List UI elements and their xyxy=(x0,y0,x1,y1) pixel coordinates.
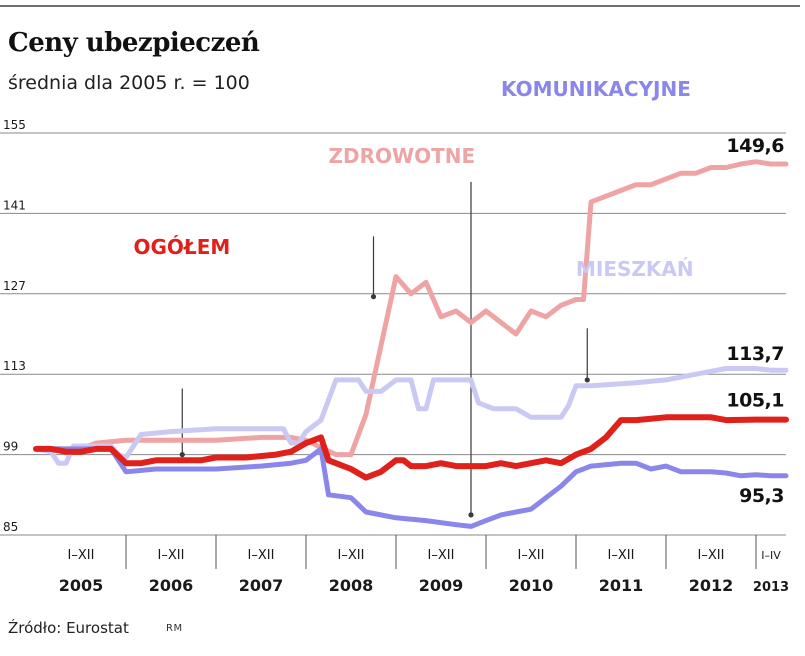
end-label-komunikacyjne: 95,3 xyxy=(739,485,784,507)
pointer-dot-ogolem xyxy=(179,452,185,458)
series-line-ogolem xyxy=(33,414,789,481)
period-range-2008: I–XII xyxy=(338,548,365,563)
series-line-mieszkan xyxy=(33,366,789,466)
x-axis: I–XII 2005 I–XII 2006 I–XII 2007 I–XII 2008 I–XI… xyxy=(59,535,789,595)
source-note: Źródło: Eurostat xyxy=(8,619,129,637)
period-year-2009: 2009 xyxy=(419,576,464,595)
y-tick-label-141: 141 xyxy=(3,198,26,212)
series-line-komunikacyjne xyxy=(33,446,789,529)
period-range-2005: I–XII xyxy=(68,548,95,563)
y-tick-label-155: 155 xyxy=(3,118,26,132)
period-year-2011: 2011 xyxy=(599,576,644,595)
y-tick-label-85: 85 xyxy=(3,520,18,534)
period-year-2013: 2013 xyxy=(753,580,789,595)
period-year-2005: 2005 xyxy=(59,576,104,595)
period-range-2011: I–XII xyxy=(608,548,635,563)
end-value-labels: 149,6 113,7 105,1 95,3 xyxy=(726,135,784,507)
top-rule xyxy=(0,5,800,7)
end-label-mieszkan: 113,7 xyxy=(726,343,784,365)
grid-lines xyxy=(0,132,786,536)
chart-subtitle: średnia dla 2005 r. = 100 xyxy=(8,72,250,94)
y-tick-label-99: 99 xyxy=(3,440,18,454)
period-range-2009: I–XII xyxy=(428,548,455,563)
period-year-2007: 2007 xyxy=(239,576,284,595)
end-label-zdrowotne: 149,6 xyxy=(726,135,784,157)
annotation-labels: KOMUNIKACYJNE ZDROWOTNE OGÓŁEM MIESZKAŃ xyxy=(134,77,694,281)
annotation-pointers xyxy=(179,181,590,518)
pointer-dot-mieszkan xyxy=(584,377,590,383)
period-range-2007: I–XII xyxy=(248,548,275,563)
y-tick-label-127: 127 xyxy=(3,279,26,293)
period-range-2012: I–XII xyxy=(698,548,725,563)
series-line-zdrowotne xyxy=(33,159,789,458)
y-tick-labels: 85 99 113 127 141 155 xyxy=(3,118,26,534)
period-year-2006: 2006 xyxy=(149,576,194,595)
series-label-mieszkan: MIESZKAŃ xyxy=(576,257,694,281)
period-year-2010: 2010 xyxy=(509,576,554,595)
series-label-ogolem: OGÓŁEM xyxy=(134,235,231,259)
period-range-2010: I–XII xyxy=(518,548,545,563)
y-tick-label-113: 113 xyxy=(3,359,26,373)
series-label-zdrowotne: ZDROWOTNE xyxy=(329,144,476,168)
period-range-2013: I–IV xyxy=(761,549,781,562)
period-year-2012: 2012 xyxy=(689,576,734,595)
end-label-ogolem: 105,1 xyxy=(726,390,784,412)
period-range-2006: I–XII xyxy=(158,548,185,563)
chart-title: Ceny ubezpieczeń xyxy=(8,28,260,58)
period-year-2008: 2008 xyxy=(329,576,374,595)
series-lines xyxy=(33,159,789,529)
pointer-dot-komunikacyjne xyxy=(468,512,474,518)
pointer-dot-zdrowotne xyxy=(370,294,377,300)
series-label-komunikacyjne: KOMUNIKACYJNE xyxy=(501,77,691,101)
author-credit: RM xyxy=(166,623,183,634)
